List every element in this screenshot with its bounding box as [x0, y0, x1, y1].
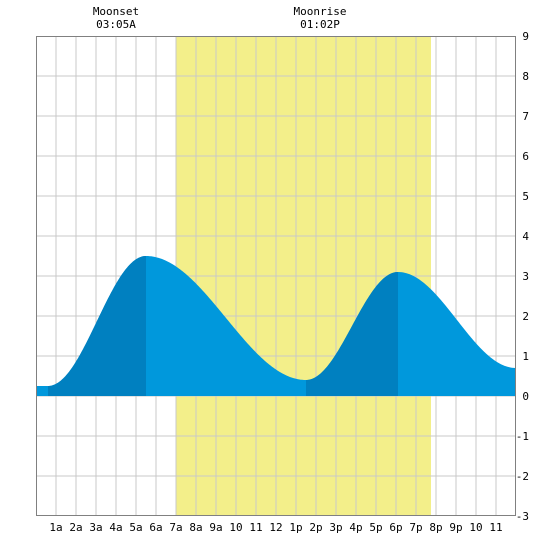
x-tick-label: 5a	[129, 521, 142, 534]
x-tick-label: 6p	[389, 521, 402, 534]
rising-tide-segment	[48, 256, 146, 396]
x-tick-label: 7p	[409, 521, 422, 534]
x-tick-label: 4a	[109, 521, 122, 534]
x-tick-label: 12	[269, 521, 282, 534]
x-axis-ticks: 1a 2a 3a 4a 5a 6a 7a 8a 9a 10 11 12 1p 2p 3p 4p 5p 6p 7p 8p…	[49, 521, 502, 534]
x-tick-label: 2p	[309, 521, 322, 534]
x-tick-label: 3a	[89, 521, 102, 534]
plot-frame	[36, 36, 516, 516]
x-tick-label: 6a	[149, 521, 162, 534]
tide-area	[36, 256, 516, 396]
moon-annotation-title: Moonrise	[294, 5, 347, 18]
x-tick-label: 8p	[429, 521, 442, 534]
plot-border	[36, 36, 516, 516]
moon-annotation-time: 01:02P	[300, 18, 340, 31]
x-tick-label: 4p	[349, 521, 362, 534]
y-tick-label: 3	[522, 270, 529, 283]
x-tick-label: 10	[229, 521, 242, 534]
x-tick-label: 1p	[289, 521, 302, 534]
y-tick-label: -2	[516, 470, 529, 483]
x-tick-label: 11	[249, 521, 262, 534]
y-tick-label: 4	[522, 230, 529, 243]
y-tick-label: -1	[516, 430, 529, 443]
y-axis-ticks: 9 8 7 6 5 4 3 2 1 0 -1 -2 -3	[516, 30, 530, 523]
x-tick-label: 8a	[189, 521, 202, 534]
moon-annotation-time: 03:05A	[96, 18, 136, 31]
y-tick-label: 7	[522, 110, 529, 123]
y-tick-label: 1	[522, 350, 529, 363]
x-tick-label: 10	[469, 521, 482, 534]
x-tick-label: 9p	[449, 521, 462, 534]
y-tick-label: 2	[522, 310, 529, 323]
y-tick-label: 0	[522, 390, 529, 403]
moon-annotation-title: Moonset	[93, 5, 139, 18]
rising-tide-segment	[306, 272, 398, 396]
y-tick-label: 6	[522, 150, 529, 163]
x-tick-label: 1a	[49, 521, 62, 534]
x-tick-label: 2a	[69, 521, 82, 534]
y-tick-label: -3	[516, 510, 529, 523]
x-tick-label: 5p	[369, 521, 382, 534]
y-tick-label: 5	[522, 190, 529, 203]
x-tick-label: 3p	[329, 521, 342, 534]
y-tick-label: 9	[522, 30, 529, 43]
x-tick-label: 11	[489, 521, 502, 534]
x-tick-label: 9a	[209, 521, 222, 534]
x-tick-label: 7a	[169, 521, 182, 534]
y-tick-label: 8	[522, 70, 529, 83]
